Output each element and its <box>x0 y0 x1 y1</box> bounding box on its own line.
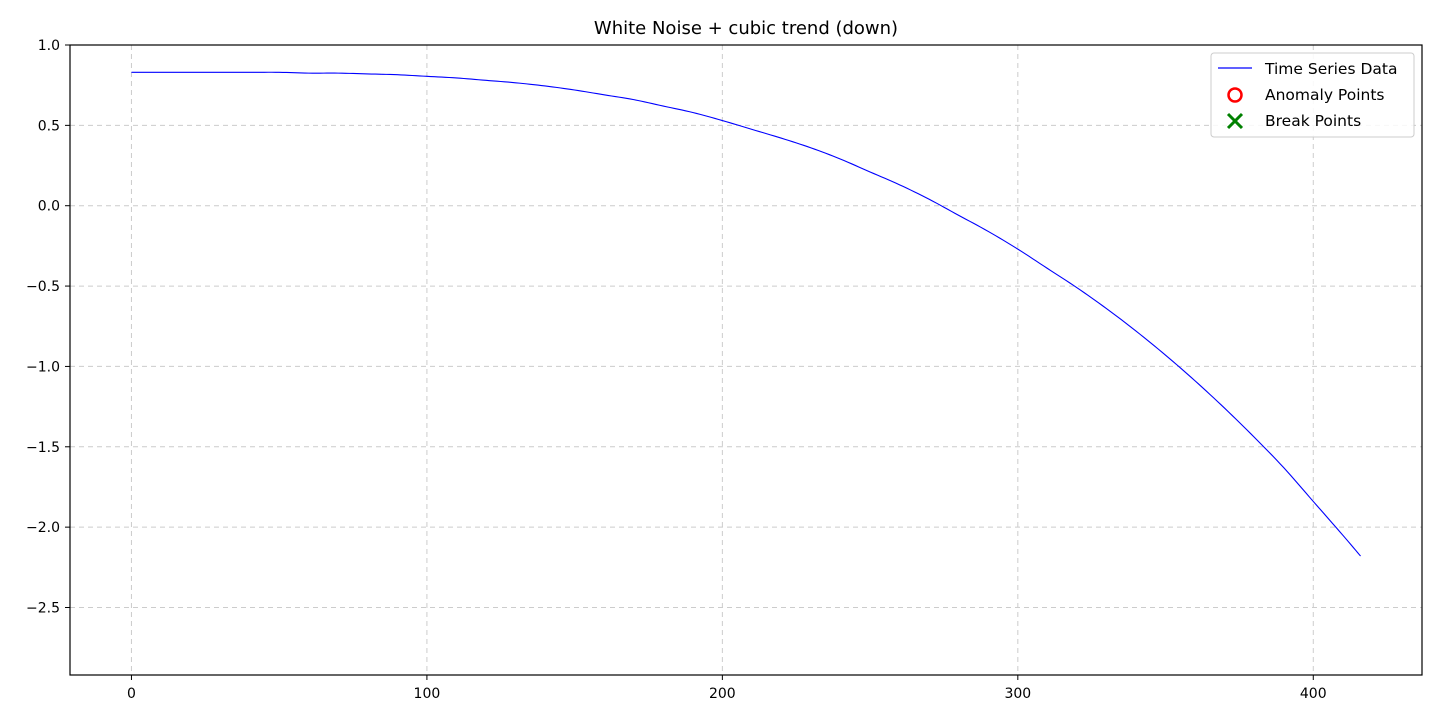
data-point <box>811 147 812 148</box>
data-point <box>279 72 280 73</box>
data-point <box>161 72 162 73</box>
data-point <box>722 120 723 121</box>
data-point <box>929 199 930 200</box>
data-point <box>220 72 221 73</box>
data-point <box>870 171 871 172</box>
y-tick-label: −2.5 <box>26 601 60 617</box>
legend-label-break: Break Points <box>1265 112 1361 130</box>
data-point <box>1136 331 1137 332</box>
legend-x-icon <box>1226 112 1244 130</box>
data-point <box>751 129 752 130</box>
data-point <box>633 99 634 100</box>
data-point <box>338 73 339 74</box>
data-point <box>840 159 841 160</box>
y-tick-label: −2.0 <box>26 520 60 536</box>
y-tick-label: −1.5 <box>26 440 60 456</box>
legend-box <box>1210 52 1415 138</box>
data-point <box>1106 308 1107 309</box>
data-point <box>1360 556 1361 557</box>
x-tick-label: 0 <box>127 686 136 702</box>
series-line <box>131 71 1361 557</box>
data-point <box>131 72 132 73</box>
data-point <box>456 77 457 78</box>
series-layer <box>131 71 1361 557</box>
data-point <box>515 82 516 83</box>
data-point <box>1283 467 1284 468</box>
data-point <box>574 90 575 91</box>
data-point <box>1313 501 1314 502</box>
x-tick-label: 100 <box>414 686 441 702</box>
plot-frame <box>69 44 1423 676</box>
data-point <box>426 76 427 77</box>
legend-label-series: Time Series Data <box>1264 60 1397 78</box>
y-tick-label: −1.0 <box>26 359 60 375</box>
data-point <box>899 184 900 185</box>
data-point <box>308 73 309 74</box>
data-point <box>1195 380 1196 381</box>
data-point <box>604 94 605 95</box>
y-tick-label: −0.5 <box>26 279 60 295</box>
data-point <box>190 72 191 73</box>
data-point <box>249 72 250 73</box>
data-point <box>486 80 487 81</box>
data-point <box>1165 355 1166 356</box>
y-tick-label: 1.0 <box>38 38 60 54</box>
data-point <box>397 74 398 75</box>
legend: Time Series Data Anomaly Points Break Po… <box>1210 52 1415 138</box>
x-tick-label: 400 <box>1300 686 1327 702</box>
data-point <box>367 73 368 74</box>
grid <box>70 44 1422 675</box>
axis-ticks: 0 100 200 300 400 1.0 0.5 0.0 −0.5 −1.0 −1.5 −2.0 −2… <box>26 38 1327 702</box>
data-point <box>1047 268 1048 269</box>
data-point <box>663 106 664 107</box>
data-point <box>1224 408 1225 409</box>
data-point <box>692 112 693 113</box>
x-tick-label: 200 <box>709 686 736 702</box>
data-point <box>781 138 782 139</box>
x-tick-label: 300 <box>1004 686 1031 702</box>
data-point <box>1076 287 1077 288</box>
chart-title: White Noise + cubic trend (down) <box>594 18 898 39</box>
data-point <box>958 215 959 216</box>
legend-circle-icon <box>1227 87 1243 103</box>
y-tick-label: 0.5 <box>38 118 60 134</box>
data-point <box>1254 437 1255 438</box>
legend-label-anomaly: Anomaly Points <box>1265 86 1384 104</box>
data-point <box>988 231 989 232</box>
y-tick-label: 0.0 <box>38 199 60 215</box>
data-point <box>1017 249 1018 250</box>
data-point <box>545 85 546 86</box>
data-point <box>1342 535 1343 536</box>
